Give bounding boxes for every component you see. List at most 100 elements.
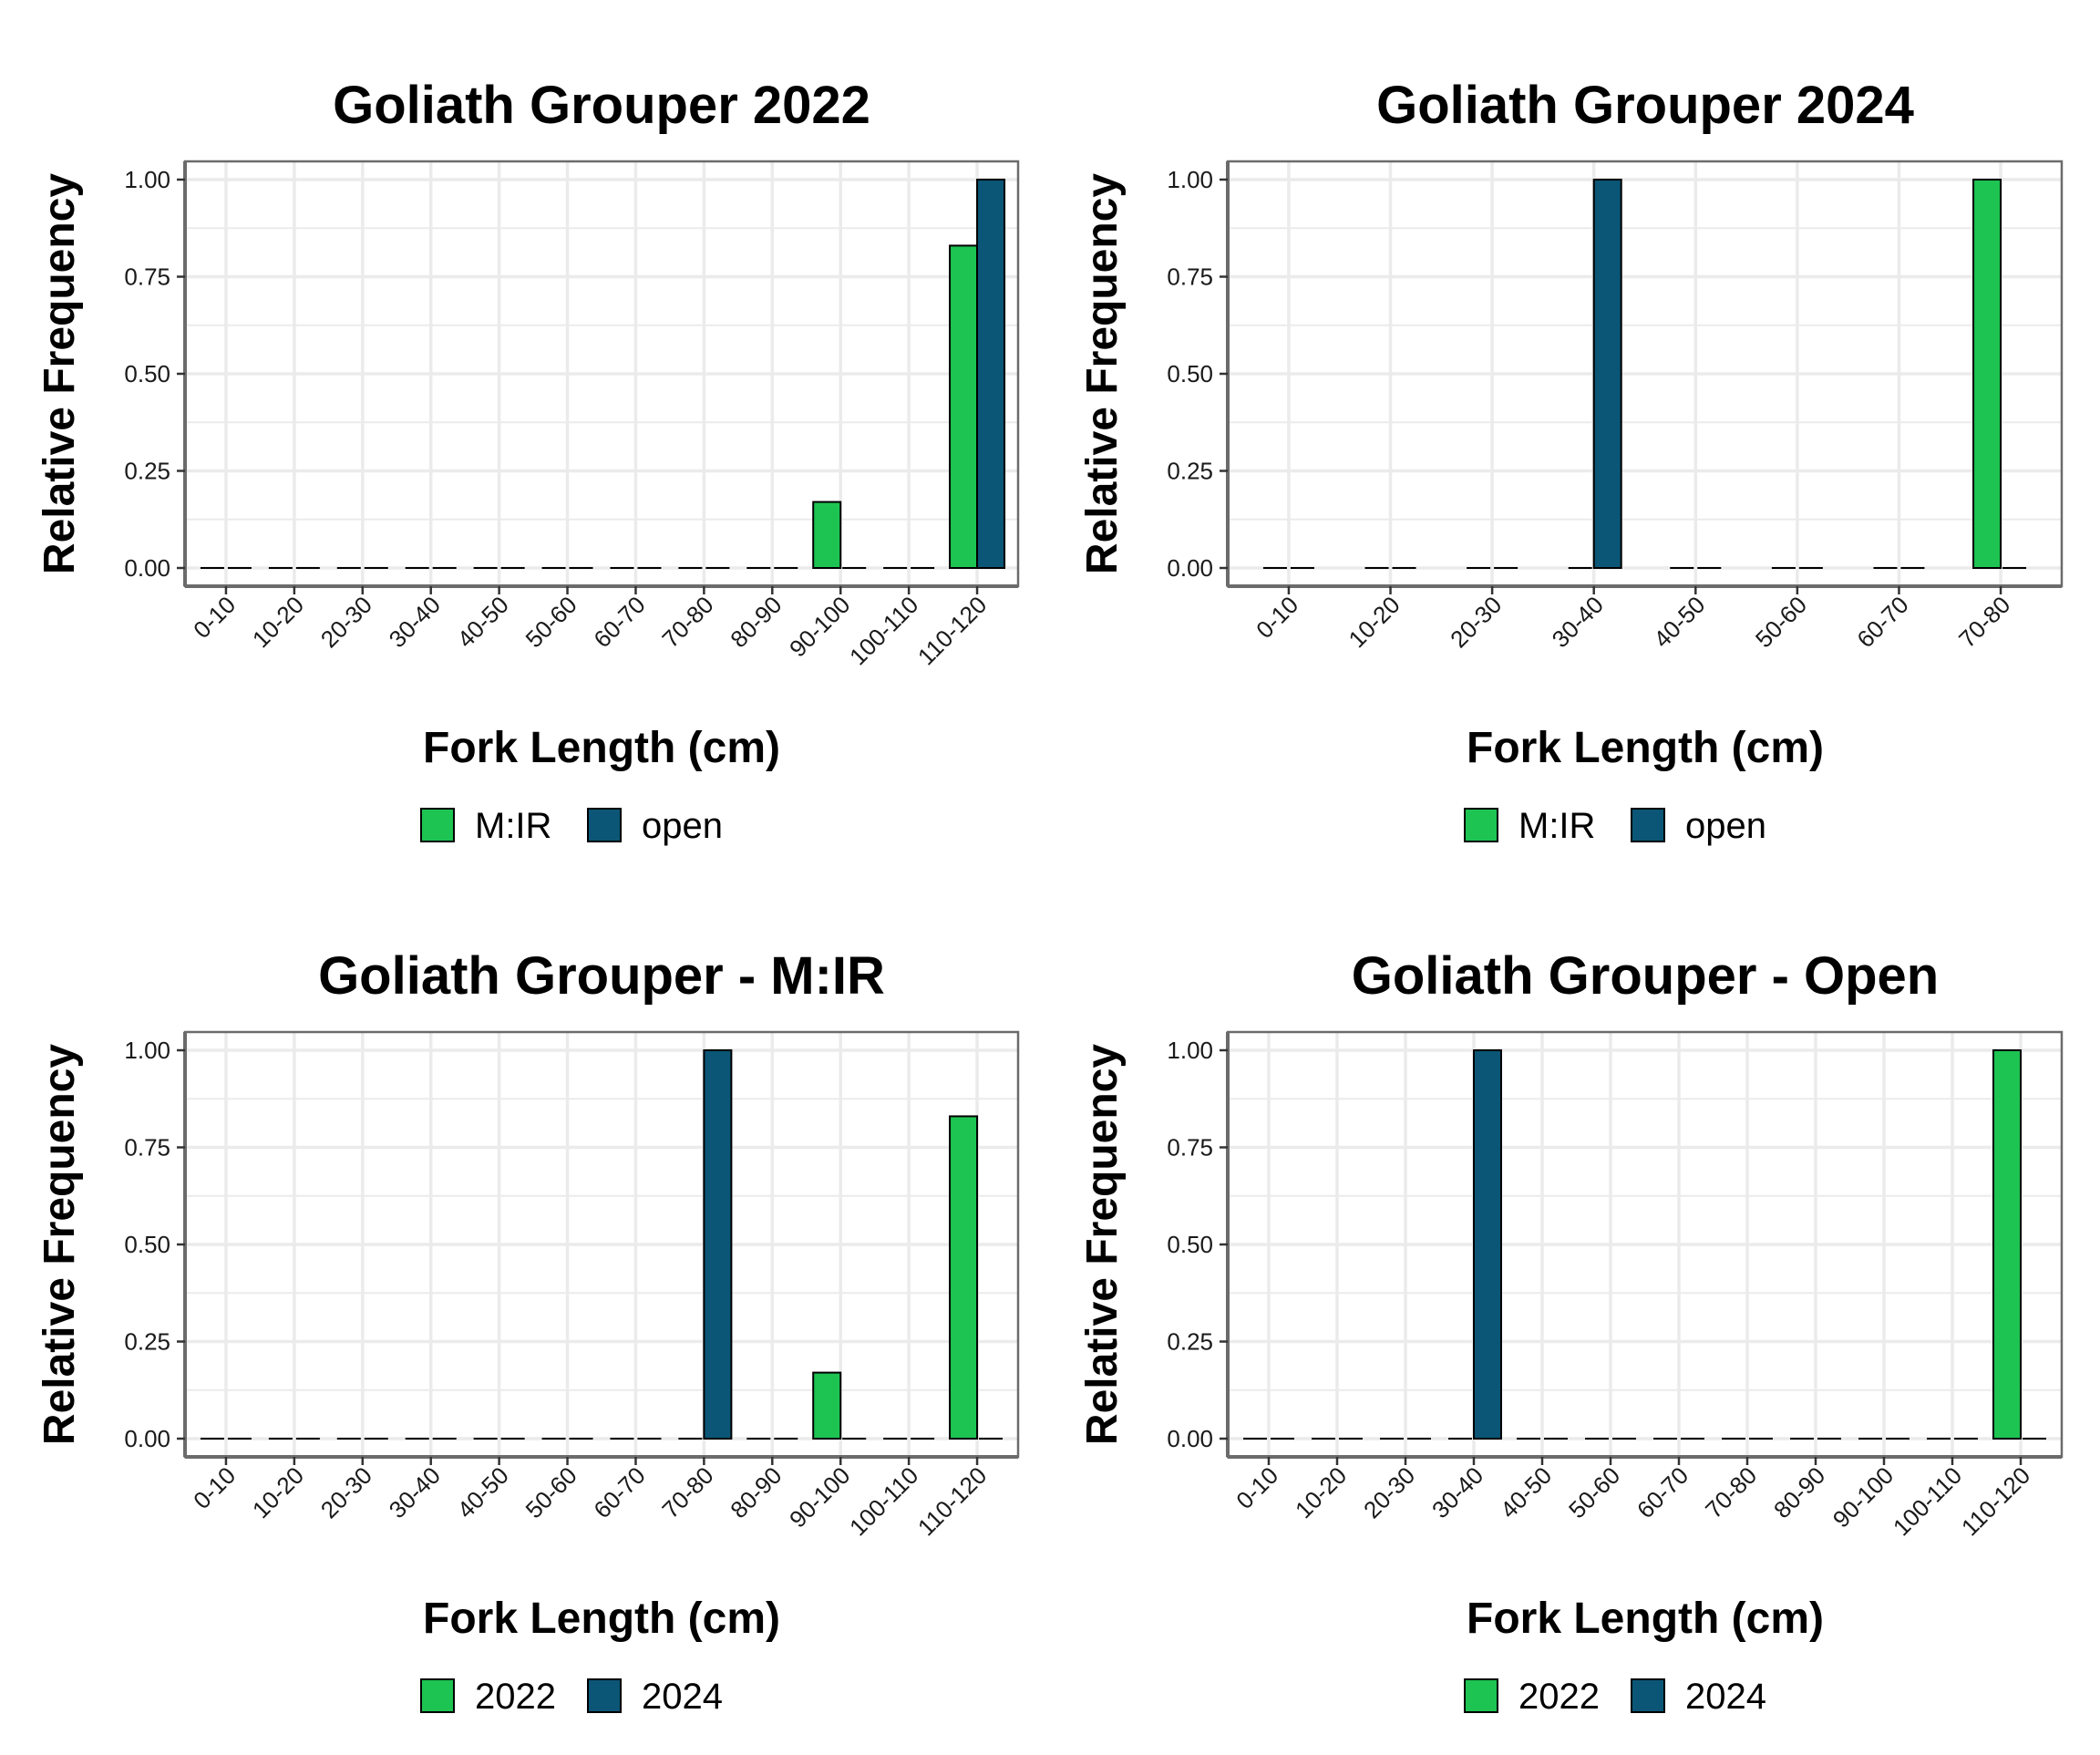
y-tick-label: 0.25: [124, 458, 170, 485]
y-axis-ticks: 0.00 0.25 0.50 0.75 1.00: [124, 166, 185, 582]
grid-lines: [1228, 1032, 2062, 1457]
x-axis-title: Fork Length (cm): [1467, 724, 1824, 772]
y-axis-title: Relative Frequency: [36, 173, 84, 574]
legend: M:IR open: [1464, 806, 1766, 846]
y-tick-label: 0.00: [124, 1425, 170, 1452]
bar-open-110-120: [976, 179, 1006, 569]
y-axis-ticks: 0.00 0.25 0.50 0.75 1.00: [1167, 166, 1228, 582]
legend-swatch: [1631, 1678, 1665, 1713]
legend-swatch: [1464, 808, 1498, 842]
legend: 2022 2024: [1464, 1677, 1766, 1717]
x-tick-label: 80-90: [1768, 1461, 1830, 1523]
x-axis-ticks: 0-10 10-20 20-30 30-40 40-50 50-60 60-70 70-80: [1251, 586, 2015, 653]
y-axis-title: Relative Frequency: [1078, 1044, 1127, 1445]
x-tick-label: 110-120: [1956, 1461, 2035, 1541]
x-tick-label: 70-80: [656, 1461, 718, 1523]
chart-title: Goliath Grouper - M:IR: [318, 946, 885, 1006]
x-tick-label: 20-30: [315, 591, 377, 653]
legend-swatch: [1464, 1678, 1498, 1713]
legend-label: open: [642, 806, 723, 846]
x-tick-label: 30-40: [1426, 1461, 1488, 1523]
bars: [1262, 179, 2027, 569]
legend-label: open: [1685, 806, 1766, 846]
legend-label: M:IR: [1518, 806, 1595, 846]
x-tick-label: 100-110: [844, 591, 923, 670]
x-tick-label: 60-70: [1632, 1461, 1693, 1523]
y-axis-ticks: 0.00 0.25 0.50 0.75 1.00: [124, 1037, 185, 1452]
legend-swatch: [587, 808, 622, 842]
x-tick-label: 40-50: [1495, 1461, 1557, 1523]
x-tick-label: 80-90: [725, 1461, 787, 1523]
x-tick-label: 60-70: [588, 591, 650, 653]
y-tick-label: 1.00: [124, 1037, 170, 1064]
y-tick-label: 0.50: [124, 360, 170, 387]
x-tick-label: 40-50: [452, 1461, 514, 1523]
y-tick-label: 0.75: [1167, 1134, 1213, 1161]
x-tick-label: 30-40: [1547, 591, 1609, 653]
y-tick-label: 0.25: [1167, 458, 1213, 485]
x-tick-label: 50-60: [1563, 1461, 1625, 1523]
y-tick-label: 0.75: [124, 263, 170, 291]
legend-label: M:IR: [475, 806, 551, 846]
y-axis-title: Relative Frequency: [1078, 173, 1127, 574]
x-tick-label: 20-30: [1358, 1461, 1420, 1523]
y-tick-label: 1.00: [1167, 166, 1213, 193]
y-tick-label: 0.00: [1167, 554, 1213, 582]
bar-M:IR-90-100: [812, 501, 842, 570]
x-tick-label: 0-10: [1230, 1461, 1283, 1514]
chart-panel-3: 0.00 0.25 0.50 0.75 1.00 0-10 10-20 20-30 30-40 4…: [36, 946, 1020, 1717]
legend: 2022 2024: [420, 1677, 723, 1717]
bar-M:IR-70-80: [1972, 179, 2002, 569]
x-axis-title: Fork Length (cm): [1467, 1595, 1824, 1643]
x-tick-label: 110-120: [912, 1461, 992, 1541]
x-tick-label: 20-30: [1445, 591, 1507, 653]
x-tick-label: 80-90: [725, 591, 787, 653]
x-tick-label: 60-70: [588, 1461, 650, 1523]
bars: [200, 179, 1006, 570]
legend-label: 2022: [1518, 1677, 1600, 1717]
x-axis-ticks: 0-10 10-20 20-30 30-40 40-50 50-60 60-70 70-80 8…: [1230, 1457, 2035, 1541]
y-axis-ticks: 0.00 0.25 0.50 0.75 1.00: [1167, 1037, 1228, 1452]
legend-swatch: [420, 1678, 455, 1713]
x-tick-label: 110-120: [912, 591, 992, 670]
chart-panel-4: 0.00 0.25 0.50 0.75 1.00 0-10 10-20 20-30 30-40 4…: [1078, 946, 2064, 1717]
x-tick-label: 0-10: [188, 1461, 241, 1514]
bar-2022-110-120: [949, 1115, 979, 1440]
x-tick-label: 10-20: [247, 1461, 309, 1523]
x-tick-label: 10-20: [247, 591, 309, 653]
y-tick-label: 0.50: [124, 1231, 170, 1258]
legend-swatch: [420, 808, 455, 842]
y-tick-label: 0.50: [1167, 1231, 1213, 1258]
bar-2022-90-100: [812, 1371, 842, 1440]
bar-M:IR-110-120: [949, 244, 979, 569]
x-tick-label: 40-50: [452, 591, 514, 653]
x-tick-label: 50-60: [520, 591, 582, 653]
chart-title: Goliath Grouper 2022: [333, 76, 870, 135]
y-tick-label: 0.25: [124, 1328, 170, 1356]
bars: [200, 1049, 1004, 1440]
chart-panel-2: 0.00 0.25 0.50 0.75 1.00 0-10 10-20 20-30 30-40 4…: [1078, 76, 2064, 846]
y-tick-label: 0.50: [1167, 360, 1213, 387]
x-axis-ticks: 0-10 10-20 20-30 30-40 40-50 50-60 60-70 70-80 8…: [188, 1457, 992, 1541]
y-tick-label: 1.00: [1167, 1037, 1213, 1064]
x-axis-title: Fork Length (cm): [423, 724, 780, 772]
bar-2024-70-80: [703, 1049, 733, 1440]
x-axis-ticks: 0-10 10-20 20-30 30-40 40-50 50-60 60-70 70-80 8…: [188, 586, 992, 670]
x-tick-label: 100-110: [1888, 1461, 1967, 1541]
x-tick-label: 0-10: [1251, 591, 1303, 644]
x-tick-label: 0-10: [188, 591, 241, 644]
bars: [1243, 1049, 2046, 1440]
y-axis-title: Relative Frequency: [36, 1044, 84, 1445]
legend-swatch: [587, 1678, 622, 1713]
chart-title: Goliath Grouper - Open: [1352, 946, 1939, 1006]
x-tick-label: 10-20: [1343, 591, 1405, 653]
chart-panel-1: 0.00 0.25 0.50 0.75 1.00 0-10 10-20 20-30 30-40 4…: [36, 76, 1020, 846]
chart-title: Goliath Grouper 2024: [1376, 76, 1914, 135]
y-tick-label: 1.00: [124, 166, 170, 193]
legend-label: 2022: [475, 1677, 556, 1717]
x-tick-label: 20-30: [315, 1461, 377, 1523]
y-tick-label: 0.00: [1167, 1425, 1213, 1452]
x-tick-label: 100-110: [844, 1461, 923, 1541]
